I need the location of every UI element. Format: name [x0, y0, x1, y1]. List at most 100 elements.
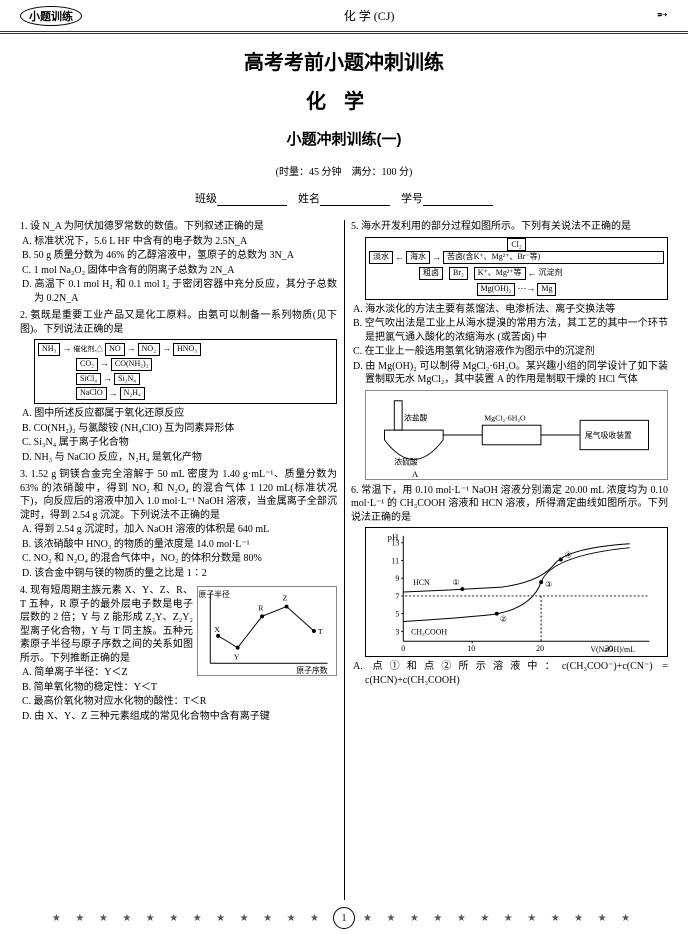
q5-D: D. 由 Mg(OH)₂ 可以制得 MgCl₂·6H₂O。某兴趣小组的同学设计了…	[351, 360, 668, 387]
q2-D: D. NH₃ 与 NaClO 反应，N₂H₄ 是氧化产物	[20, 451, 337, 465]
stars-left: ★ ★ ★ ★ ★ ★ ★ ★ ★ ★ ★ ★	[52, 913, 325, 924]
svg-text:A: A	[412, 469, 419, 479]
q2-flow-row4: NaClO → N₂H₄	[38, 387, 333, 400]
title-main: 高考考前小题冲刺训练	[0, 46, 688, 75]
q2-flow-row1: NH₃ → 催化剂,△ NO → NO₂ → HNO₃	[38, 343, 333, 356]
question-2: 2. 氨既是重要工业产品又是化工原料。由氨可以制备一系列物质(见下图)。下列说法…	[20, 309, 337, 464]
svg-text:10: 10	[467, 644, 475, 653]
header-subject: 化 学 (CJ)	[82, 7, 656, 24]
node-mgoh: Mg(OH)₂	[477, 283, 516, 296]
svg-text:④: ④	[565, 551, 572, 560]
arrow-icon: ➵	[656, 7, 668, 24]
arrow-icon: →	[127, 344, 136, 354]
q2-flow-diagram: NH₃ → 催化剂,△ NO → NO₂ → HNO₃ CO₂ → CO(NH₂…	[34, 339, 337, 404]
node-co2: CO₂	[76, 358, 98, 371]
title-section: 小题冲刺训练(一)	[0, 128, 688, 149]
label-id: 学号	[401, 193, 423, 205]
q3-A: A. 得到 2.54 g 沉淀时，加入 NaOH 溶液的体积是 640 mL	[20, 523, 337, 537]
svg-text:尾气吸收装置: 尾气吸收装置	[585, 430, 632, 440]
question-3: 3. 1.52 g 铜镁合金完全溶解于 50 mL 密度为 1.40 g·mL⁻…	[20, 468, 337, 580]
label-chen: 沉淀剂	[539, 269, 563, 278]
fields-line: 班级 姓名 学号	[0, 190, 688, 206]
q3-stem: 3. 1.52 g 铜镁合金完全溶解于 50 mL 密度为 1.40 g·mL⁻…	[20, 468, 337, 522]
q2-flow-row2: CO₂ → CO(NH₂)₂	[38, 358, 333, 371]
svg-text:11: 11	[391, 557, 399, 566]
q1-stem: 1. 设 N_A 为阿伏加德罗常数的数值。下列叙述正确的是	[20, 220, 337, 234]
svg-text:Y: Y	[234, 653, 240, 662]
content-columns: 1. 设 N_A 为阿伏加德罗常数的数值。下列叙述正确的是 A. 标准状况下，5…	[0, 220, 688, 900]
node-nh3: NH₃	[38, 343, 60, 356]
svg-text:HCN: HCN	[413, 578, 430, 587]
q2-B: B. CO(NH₂)₂ 与氯酸铵 (NH₄ClO) 互为同素异形体	[20, 422, 337, 436]
svg-text:CH₃COOH: CH₃COOH	[411, 628, 447, 637]
svg-text:浓盐酸: 浓盐酸	[404, 412, 428, 422]
q4-chart: X Y R Z T 原子序数 原子半径	[197, 586, 337, 676]
svg-text:原子序数: 原子序数	[296, 665, 327, 675]
question-6: 6. 常温下，用 0.10 mol·L⁻¹ NaOH 溶液分别滴定 20.00 …	[351, 484, 668, 688]
node-n2h4: N₂H₄	[120, 387, 145, 400]
node-naclo: NaClO	[76, 387, 107, 400]
blank-id	[423, 194, 493, 206]
node-kumian: 苦卤(含K⁺、Mg²⁺、Br⁻等)	[443, 251, 664, 264]
q2-stem: 2. 氨既是重要工业产品又是化工原料。由氨可以制备一系列物质(见下图)。下列说法…	[20, 309, 337, 336]
svg-text:MgCl₂·6H₂O: MgCl₂·6H₂O	[484, 413, 526, 422]
svg-text:原子半径: 原子半径	[199, 589, 230, 599]
label-cat: 催化剂,△	[73, 346, 103, 354]
node-dan: 淡水	[369, 251, 393, 264]
q3-D: D. 该合金中铜与镁的物质的量之比是 1∶2	[20, 567, 337, 581]
q6-chart: pH 13 11 9 7 5 3 0 10 20 30 V(NaOH)/mL H…	[365, 527, 668, 657]
blank-name	[320, 194, 390, 206]
q5-flow-diagram: Cl₂ 淡水 ← 海水 → 苦卤(含K⁺、Mg²⁺、Br⁻等) 粗卤 Br₂ K…	[365, 237, 668, 300]
q5-C: C. 在工业上一般选用氢氧化钠溶液作为图示中的沉淀剂	[351, 345, 668, 359]
q2-A: A. 图中所述反应都属于氧化还原反应	[20, 407, 337, 421]
q3-C: C. NO₂ 和 N₂O₄ 的混合气体中，NO₂ 的体积分数是 80%	[20, 552, 337, 566]
q4-D: D. 由 X、Y、Z 三种元素组成的常见化合物中含有离子键	[20, 710, 337, 724]
node-hno3: HNO₃	[173, 343, 201, 356]
titles-block: 高考考前小题冲刺训练 化学 小题冲刺训练(一)	[0, 46, 688, 149]
q4-C: C. 最高价氧化物对应水化物的酸性：T＜R	[20, 695, 337, 709]
svg-text:浓硫酸: 浓硫酸	[394, 456, 418, 466]
q1-D: D. 高温下 0.1 mol H₂ 和 0.1 mol I₂ 于密闭容器中充分反…	[20, 278, 337, 305]
question-4: X Y R Z T 原子序数 原子半径 4. 现有短周期主族元素 X、Y、Z、R…	[20, 584, 337, 723]
svg-text:V(NaOH)/mL: V(NaOH)/mL	[590, 645, 635, 654]
badge: 小题训练	[20, 6, 82, 26]
arrow-icon: →	[162, 344, 171, 354]
svg-text:13: 13	[391, 539, 399, 548]
svg-text:Z: Z	[283, 594, 288, 603]
meta-line: (时量：45 分钟 满分：100 分)	[0, 163, 688, 178]
node-no2: NO₂	[138, 343, 160, 356]
svg-text:X: X	[214, 625, 220, 634]
svg-text:②: ②	[500, 615, 507, 624]
q2-flow-row3: SiCl₄ → Si₃N₄	[38, 373, 333, 386]
node-no: NO	[105, 343, 125, 356]
label-class: 班级	[195, 193, 217, 205]
blank-class	[217, 194, 287, 206]
question-5: 5. 海水开发利用的部分过程如图所示。下列有关说法不正确的是 Cl₂ 淡水 ← …	[351, 220, 668, 480]
svg-text:3: 3	[395, 628, 399, 637]
question-1: 1. 设 N_A 为阿伏加德罗常数的数值。下列叙述正确的是 A. 标准状况下，5…	[20, 220, 337, 305]
header-band: 小题训练 化 学 (CJ) ➵	[0, 0, 688, 32]
svg-text:9: 9	[395, 574, 399, 583]
node-mg: Mg	[537, 283, 556, 296]
q2-C: C. Si₃N₄ 属于离子化合物	[20, 436, 337, 450]
q4-B: B. 简单氧化物的稳定性：Y＜T	[20, 681, 337, 695]
node-hai: 海水	[406, 251, 430, 264]
stars-right: ★ ★ ★ ★ ★ ★ ★ ★ ★ ★ ★ ★	[363, 913, 636, 924]
node-cl2: Cl₂	[507, 238, 525, 251]
arrow-icon: →	[62, 344, 71, 354]
node-culu: 粗卤	[419, 267, 443, 280]
q5-B: B. 空气吹出法是工业上从海水提溴的常用方法，其工艺的其中一个环节是把氯气通入酸…	[351, 317, 668, 344]
q5-A: A. 海水淡化的方法主要有蒸馏法、电渗析法、离子交换法等	[351, 303, 668, 317]
svg-text:20: 20	[536, 644, 544, 653]
node-br2: Br₂	[449, 267, 468, 280]
q5-apparatus-svg: 浓盐酸 浓硫酸 A MgCl₂·6H₂O 尾气吸收装置	[366, 391, 667, 479]
svg-text:T: T	[318, 627, 323, 636]
node-sicl4: SiCl₄	[76, 373, 101, 386]
node-conh2: CO(NH₂)₂	[111, 358, 153, 371]
q5-apparatus: 浓盐酸 浓硫酸 A MgCl₂·6H₂O 尾气吸收装置	[365, 390, 668, 480]
q6-A: A. 点①和点②所示溶液中：c(CH₃COO⁻)+c(CN⁻) = c(HCN)…	[351, 660, 668, 687]
page-number: 1	[333, 907, 355, 929]
svg-text:0: 0	[401, 644, 405, 653]
q1-B: B. 50 g 质量分数为 46% 的乙醇溶液中，氢原子的总数为 3N_A	[20, 249, 337, 263]
svg-text:③: ③	[545, 580, 552, 589]
